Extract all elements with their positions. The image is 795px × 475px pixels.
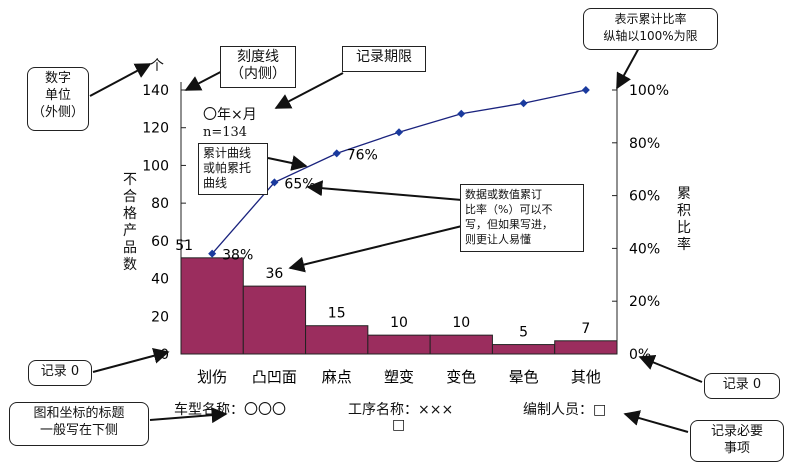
callout-record-zero-right: 记录 0 [704, 373, 780, 399]
bar-晕色 [491, 344, 556, 355]
bar-value-label: 15 [328, 306, 346, 322]
y-axis-title: 不合格产品数 [123, 172, 137, 273]
bar-划伤 [180, 257, 244, 355]
car-model-label: 车型名称：〇〇〇 [174, 402, 286, 418]
period-label: 〇年×月 [203, 107, 257, 123]
bar-value-label: 5 [519, 325, 528, 341]
bar-其他 [554, 340, 618, 355]
y2-tick-label: 60% [629, 189, 660, 205]
x-tick-label: 凸凹面 [252, 368, 297, 386]
bar-value-label: 7 [581, 321, 590, 337]
cumulative-point [208, 249, 217, 258]
y2-tick-label: 40% [629, 241, 660, 257]
arrow-digit-unit [89, 63, 152, 97]
x-tick-label: 晕色 [509, 368, 539, 386]
cumulative-point [395, 128, 403, 137]
arrow-cum-axis [616, 45, 641, 90]
y-tick-label: 20 [151, 309, 169, 325]
x-tick-label: 变色 [446, 368, 476, 386]
bar-value-label: 51 [175, 238, 193, 254]
y2-tick-label: 20% [629, 294, 660, 310]
arrow-cum-curve [267, 155, 308, 171]
callout-digit-unit: 数字 单位 （外侧） [27, 67, 89, 131]
y-tick-label: 60 [151, 234, 169, 250]
arrow-required-items [623, 410, 689, 433]
x-tick-label: 其他 [571, 368, 601, 386]
x-tick-label: 塑变 [384, 368, 414, 386]
y2-axis-title: 累积比率 [677, 186, 691, 253]
x-tick-label: 划伤 [197, 368, 227, 386]
bar-凸凹面 [242, 285, 307, 355]
cumulative-label: 65% [284, 176, 315, 192]
y2-tick-label: 100% [629, 83, 669, 99]
arrow-data-note-2 [288, 225, 463, 273]
cumulative-point [332, 149, 341, 158]
arrow-data-note-1 [306, 180, 463, 201]
cumulative-point [581, 86, 590, 94]
x-tick-label: 麻点 [322, 368, 352, 386]
y-tick-label: 100 [142, 158, 169, 174]
arrow-record-period [274, 72, 344, 109]
n-label: n=134 [203, 125, 248, 140]
cumulative-point [457, 109, 466, 118]
cumulative-label: 76% [347, 147, 378, 163]
callout-data-note: 数据或数值累订 比率（%）可以不 写，但如果写进， 则更让人易懂 [460, 184, 584, 252]
y2-tick-label: 80% [629, 136, 660, 152]
process-label: 工序名称：××× [348, 402, 454, 418]
y-tick-label: 120 [142, 121, 169, 137]
callout-cum-curve: 累计曲线 或帕累托 曲线 [198, 143, 268, 195]
callout-cum-axis: 表示累计比率 纵轴以100%为限 [583, 8, 718, 50]
y-tick-label: 40 [151, 272, 169, 288]
y-tick-label: 0 [160, 347, 169, 363]
arrow-title-below [149, 407, 228, 424]
callout-title-below: 图和坐标的标题 一般写在下侧 [9, 402, 149, 446]
arrow-record-zero-right [638, 354, 703, 383]
y-unit-label: 个 [150, 58, 164, 74]
arrow-record-zero-left [92, 347, 170, 373]
footer-square: □ [392, 417, 406, 433]
cumulative-label: 38% [222, 248, 253, 264]
bar-塑变 [367, 334, 431, 355]
callout-required-items: 记录必要 事项 [690, 420, 784, 462]
callout-record-zero-left: 记录 0 [28, 360, 92, 386]
bar-value-label: 36 [266, 266, 284, 282]
cumulative-point [519, 99, 528, 108]
bar-变色 [429, 334, 493, 355]
callout-record-period: 记录期限 [342, 46, 426, 72]
bar-麻点 [305, 325, 369, 355]
y-tick-label: 80 [151, 196, 169, 212]
y-tick-label: 140 [142, 83, 169, 99]
bar-value-label: 10 [452, 315, 470, 331]
bar-value-label: 10 [390, 315, 408, 331]
cumulative-point [270, 178, 279, 187]
editor-label: 编制人员：□ [523, 402, 607, 418]
callout-tick-inside: 刻度线 （内侧） [220, 46, 296, 88]
